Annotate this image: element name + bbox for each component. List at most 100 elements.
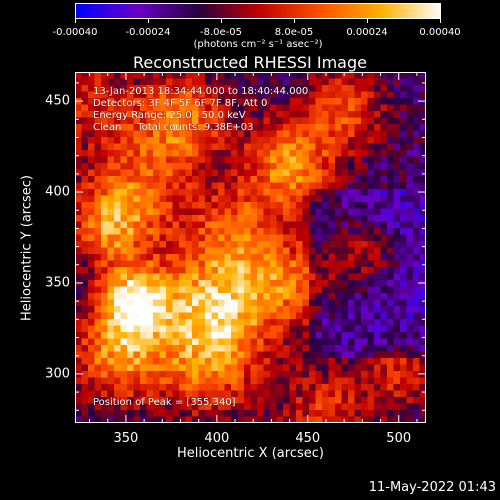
heatmap-cell [101,267,108,274]
heatmap-cell [140,371,147,378]
heatmap-cell [179,384,186,391]
heatmap-cell [276,189,284,196]
heatmap-cell [341,98,349,105]
heatmap-cell [172,377,180,385]
heatmap-cell [179,416,186,423]
heatmap-cell [244,351,251,359]
heatmap-cell [127,98,134,105]
heatmap-cell [218,189,225,196]
heatmap-cell [75,293,82,300]
heatmap-cell [400,111,407,118]
heatmap-cell [231,91,238,99]
heatmap-cell [114,247,121,255]
heatmap-cell [387,397,394,404]
heatmap-cell [224,338,232,346]
heatmap-cell [348,390,355,398]
heatmap-cell [276,364,284,372]
heatmap-cell [211,195,219,203]
heatmap-cell [341,241,349,248]
heatmap-cell [335,410,342,417]
heatmap-cell [133,163,141,170]
heatmap-cell [166,182,173,190]
heatmap-cell [361,364,368,372]
heatmap-cell [367,104,375,112]
heatmap-cell [348,72,355,79]
heatmap-cell [374,247,381,255]
heatmap-cell [88,176,95,183]
heatmap-cell [400,293,407,300]
heatmap-cell [250,124,258,131]
heatmap-cell [94,384,102,391]
heatmap-cell [127,384,134,391]
heatmap-cell [387,247,394,255]
heatmap-cell [354,293,362,300]
heatmap-cell [289,416,297,423]
heatmap-cell [257,319,264,326]
heatmap-cell [374,195,381,203]
heatmap-cell [140,221,147,229]
heatmap-cell [283,241,290,248]
heatmap-cell [192,345,199,352]
heatmap-cell [296,111,303,118]
heatmap-cell [374,91,381,99]
heatmap-cell [120,98,128,105]
heatmap-cell [270,254,277,261]
heatmap-cell [380,397,388,404]
heatmap-cell [335,338,342,346]
heatmap-cell [120,306,128,313]
heatmap-cell [133,130,141,138]
heatmap-cell [328,345,336,352]
heatmap-cell [166,325,173,333]
heatmap-cell [341,215,349,222]
heatmap-cell [198,410,206,417]
heatmap-cell [140,364,147,372]
heatmap-cell [146,195,154,203]
heatmap-cell [140,267,147,274]
heatmap-cell [400,195,407,203]
heatmap-cell [224,156,232,164]
heatmap-cell [419,176,426,183]
heatmap-cell [94,215,102,222]
heatmap-cell [185,228,193,235]
heatmap-cell [81,163,89,170]
heatmap-cell [153,130,160,138]
heatmap-cell [81,221,89,229]
heatmap-cell [192,364,199,372]
heatmap-cell [192,130,199,138]
heatmap-cell [263,267,271,274]
heatmap-cell [172,267,180,274]
heatmap-cell [231,254,238,261]
heatmap-cell [75,241,82,248]
heatmap-cell [244,98,251,105]
heatmap-cell [211,221,219,229]
heatmap-cell [322,351,329,359]
heatmap-cell [133,150,141,157]
heatmap-cell [231,78,238,86]
heatmap-cell [146,351,154,359]
heatmap-cell [146,410,154,417]
heatmap-cell [101,104,108,112]
heatmap-cell [413,182,420,190]
heatmap-cell [179,156,186,164]
heatmap-cell [179,260,186,268]
heatmap-cell [419,228,426,235]
heatmap-cell [296,78,303,86]
heatmap-cell [146,169,154,177]
heatmap-cell [419,306,426,313]
heatmap-cell [413,202,420,209]
heatmap-cell [322,338,329,346]
heatmap-cell [335,189,342,196]
heatmap-cell [140,234,147,242]
heatmap-cell [101,98,108,105]
heatmap-cell [179,247,186,255]
heatmap-cell [302,137,310,144]
heatmap-cell [205,247,212,255]
heatmap-cell [283,221,290,229]
heatmap-cell [107,312,115,320]
heatmap-cell [380,143,388,151]
heatmap-cell [146,234,154,242]
heatmap-cell [120,234,128,242]
heatmap-cell [146,325,154,333]
heatmap-cell [224,273,232,281]
heatmap-cell [419,169,426,177]
